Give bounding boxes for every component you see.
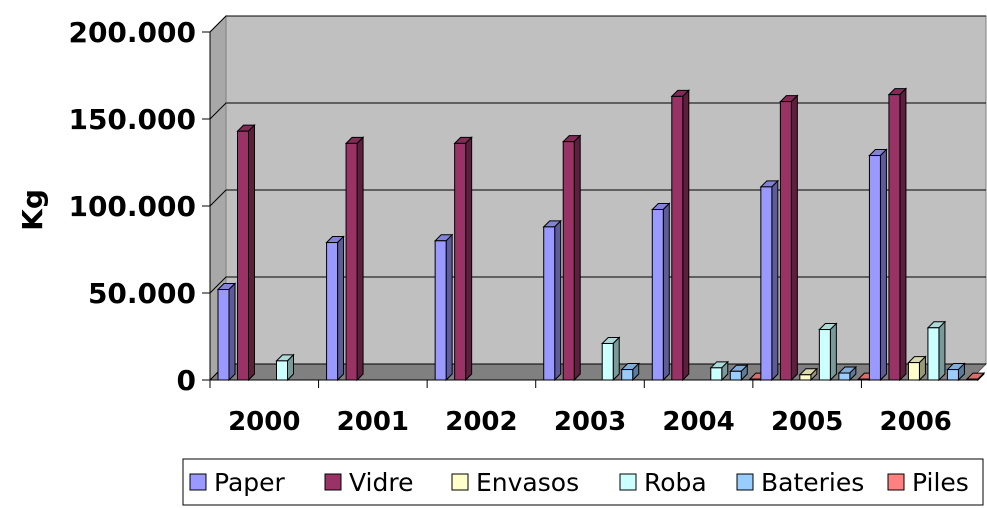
bar-bateries-2005 [837, 365, 858, 382]
legend-swatch [887, 473, 905, 491]
bar-paper-2004 [651, 202, 671, 382]
x-tick-label: 2006 [880, 407, 952, 437]
legend-label: Piles [912, 468, 969, 497]
legend-swatch [189, 473, 207, 491]
bar-envasos-2006 [907, 355, 927, 382]
legend-label: Roba [644, 468, 707, 497]
bar-vidre-2000 [236, 123, 256, 382]
bar-roba-2005 [818, 322, 838, 382]
gridline [209, 189, 986, 207]
bar-vidre-2006 [887, 87, 908, 382]
bar-paper-2002 [433, 233, 454, 382]
x-tick-label: 2001 [337, 407, 409, 437]
bar-vidre-2003 [562, 134, 582, 382]
bar-bateries-2006 [946, 362, 966, 382]
legend-label: Bateries [761, 468, 864, 497]
legend-item-roba: Roba [619, 468, 707, 497]
legend-item-piles: Piles [887, 468, 969, 497]
bar-vidre-2001 [344, 136, 365, 382]
bar-envasos-2005 [798, 367, 819, 382]
legend-item-bateries: Bateries [736, 468, 864, 497]
bar-roba-2003 [601, 336, 621, 382]
legend-swatch [451, 473, 469, 491]
y-axis-title: Kg [16, 189, 49, 231]
legend-item-envasos: Envasos [451, 468, 579, 497]
gridline [209, 15, 986, 33]
bars [216, 87, 986, 382]
bar-roba-2004 [709, 360, 729, 382]
bar-roba-2006 [926, 320, 947, 382]
y-axis-ticks: 0 50.000 100.000 150.000 200.000 [68, 16, 196, 397]
x-tick-label: 2002 [445, 407, 517, 437]
gridline [209, 102, 986, 120]
x-tick-label: 2005 [771, 407, 843, 437]
bar-paper-2006 [868, 148, 888, 382]
y-tick-label: 200.000 [68, 16, 196, 49]
bar-vidre-2002 [453, 136, 473, 382]
bar-paper-2000 [216, 282, 237, 382]
legend-item-paper: Paper [189, 468, 286, 497]
bar-bateries-2004 [729, 364, 749, 382]
legend-swatch [619, 473, 637, 491]
bar-paper-2005 [759, 179, 780, 382]
legend-label: Envasos [476, 468, 579, 497]
legend-swatch [324, 473, 342, 491]
bar-piles-2006 [965, 371, 986, 382]
legend-item-vidre: Vidre [324, 468, 413, 497]
legend-label: Vidre [349, 468, 413, 497]
y-tick-label: 50.000 [88, 277, 196, 310]
y-tick-label: 100.000 [68, 190, 196, 223]
x-tick-label: 2003 [554, 407, 626, 437]
x-tick-label: 2004 [662, 407, 734, 437]
bar-bateries-2003 [620, 362, 640, 382]
legend-swatch [736, 473, 754, 491]
bar-paper-2001 [325, 235, 345, 382]
legend-label: Paper [214, 468, 286, 497]
x-axis-ticks: 2000 2001 2002 2003 2004 2005 2006 [228, 407, 952, 437]
y-tick-label: 0 [177, 364, 196, 397]
bar-vidre-2005 [779, 94, 799, 382]
y-tick-label: 150.000 [68, 103, 196, 136]
legend-box [182, 458, 984, 506]
bar-roba-2000 [275, 353, 295, 382]
bar-vidre-2004 [670, 89, 690, 382]
gridline [209, 276, 986, 294]
x-tick-label: 2000 [228, 407, 300, 437]
legend: Paper Vidre Envasos Roba Bateries Piles [182, 458, 984, 506]
bar-paper-2003 [542, 219, 562, 382]
